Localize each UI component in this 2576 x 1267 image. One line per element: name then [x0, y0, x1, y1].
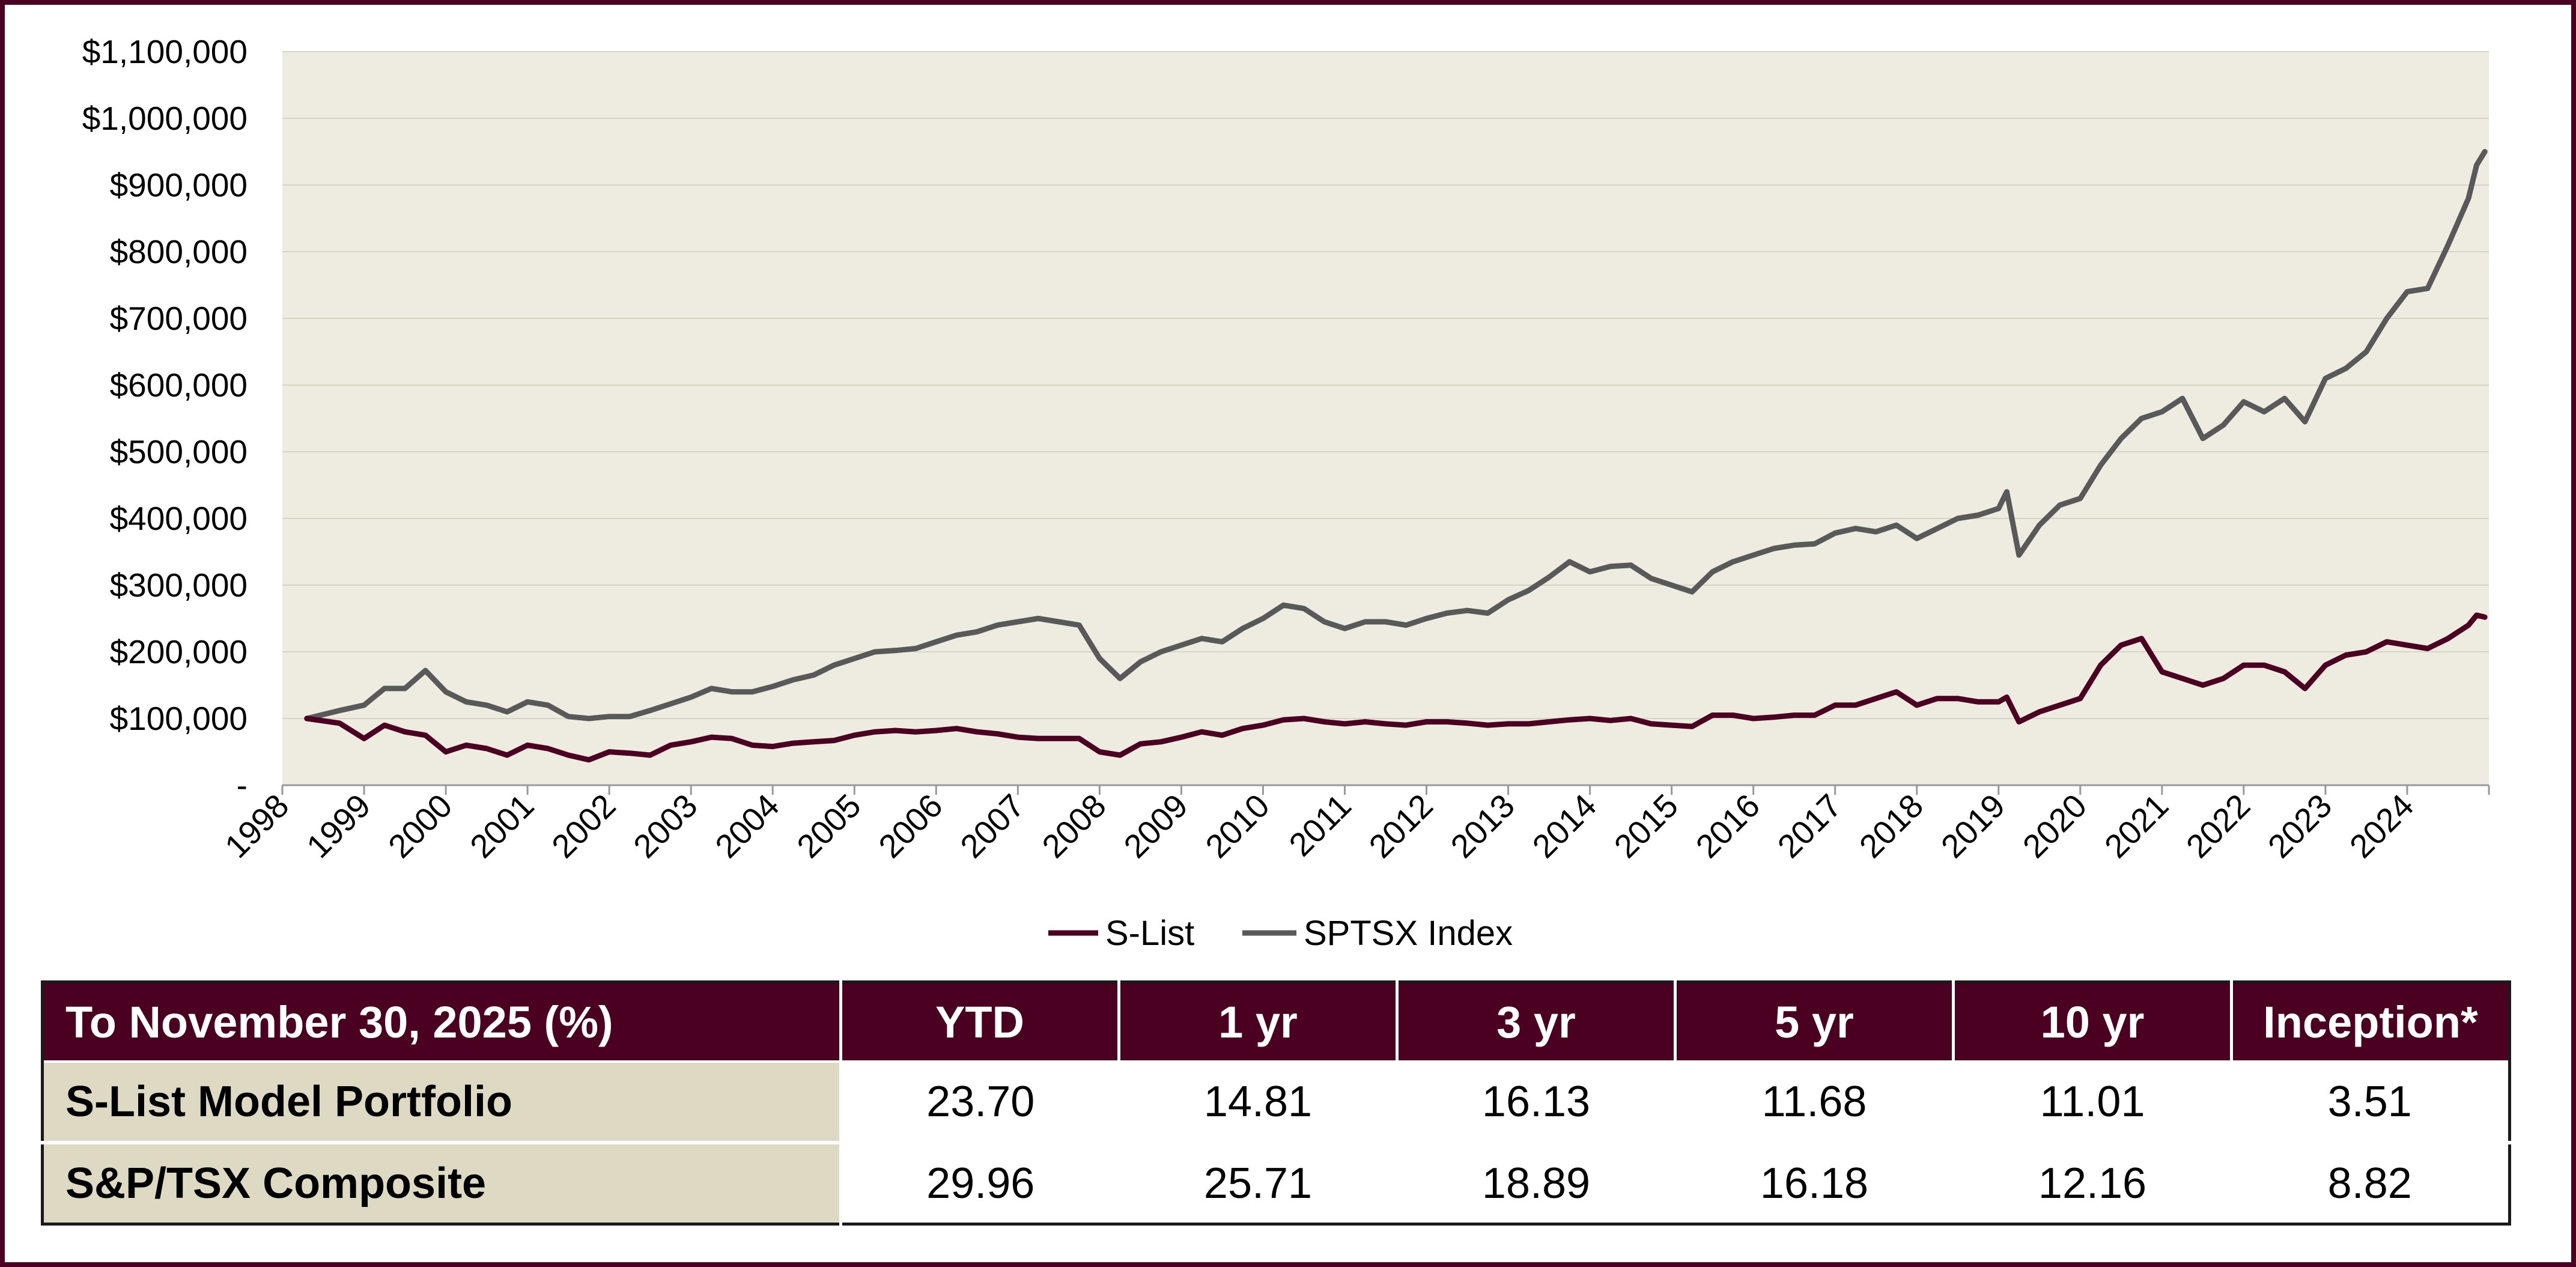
- x-tick-label: 2019: [1934, 787, 2012, 865]
- cell-value: 29.96: [840, 1141, 1119, 1224]
- table-row: S&P/TSX Composite 29.96 25.71 18.89 16.1…: [42, 1141, 2510, 1224]
- cell-value: 23.70: [840, 1060, 1119, 1143]
- y-tick-label: $400,000: [110, 500, 248, 537]
- table-header-10yr: 10 yr: [1952, 982, 2232, 1062]
- x-tick-label: 2001: [463, 787, 541, 865]
- cell-value: 11.68: [1675, 1060, 1954, 1143]
- cell-value: 25.71: [1119, 1141, 1397, 1224]
- cell-value: 11.01: [1953, 1060, 2232, 1143]
- x-tick-label: 2008: [1034, 787, 1113, 865]
- row-label: S&P/TSX Composite: [42, 1141, 842, 1224]
- gridlines: [282, 51, 2489, 719]
- y-tick-label: $1,100,000: [82, 33, 248, 70]
- x-tick-label: 2010: [1198, 787, 1277, 865]
- x-tick-label: 2002: [544, 787, 622, 865]
- x-tick-label: 2013: [1444, 787, 1522, 865]
- y-tick-label: $200,000: [110, 633, 248, 670]
- y-tick-label: -: [237, 767, 248, 804]
- series-lines: [304, 149, 2488, 763]
- table-row: S-List Model Portfolio 23.70 14.81 16.13…: [42, 1060, 2510, 1143]
- x-tick-label: 2003: [626, 787, 704, 865]
- x-tick-label: 2022: [2179, 787, 2257, 865]
- y-axis-ticks: - $100,000 $200,000 $300,000 $400,000 $500,00…: [82, 33, 248, 804]
- x-tick-label: 2015: [1607, 787, 1685, 865]
- cell-value: 3.51: [2231, 1060, 2510, 1143]
- x-tick-label: 2024: [2342, 787, 2420, 865]
- table-header-3yr: 3 yr: [1396, 982, 1675, 1062]
- cell-value: 18.89: [1397, 1141, 1675, 1224]
- performance-table: To November 30, 2025 (%) YTD 1 yr 3 yr 5…: [41, 980, 2511, 1226]
- x-tick-label: 2014: [1525, 787, 1603, 865]
- row-label: S-List Model Portfolio: [42, 1060, 842, 1143]
- y-tick-label: $300,000: [110, 567, 248, 604]
- x-tick-label: 2016: [1689, 787, 1767, 865]
- legend-label-sptsx: SPTSX Index: [1304, 914, 1513, 953]
- legend-label-s-list: S-List: [1105, 914, 1194, 953]
- y-tick-label: $900,000: [110, 166, 248, 204]
- x-tick-label: 2012: [1362, 787, 1440, 865]
- x-tick-label: 2005: [789, 787, 867, 865]
- x-tick-label: 2021: [2097, 787, 2175, 865]
- x-tick-label: 2000: [381, 787, 459, 865]
- series-line-sptsx: [304, 149, 2488, 722]
- x-tick-label: 2009: [1117, 787, 1195, 865]
- legend: S-List SPTSX Index: [1048, 914, 1513, 953]
- table-header-inception: Inception*: [2230, 982, 2510, 1062]
- series-line-s-list: [304, 612, 2488, 763]
- x-tick-label: 2006: [871, 787, 949, 865]
- y-tick-label: $600,000: [110, 366, 248, 404]
- table-header-period: To November 30, 2025 (%): [42, 982, 841, 1062]
- x-tick-label: 2017: [1770, 787, 1848, 865]
- table-header-1yr: 1 yr: [1117, 982, 1397, 1062]
- y-tick-label: $800,000: [110, 233, 248, 270]
- table-header-5yr: 5 yr: [1674, 982, 1954, 1062]
- y-tick-label: $500,000: [110, 433, 248, 470]
- cell-value: 16.18: [1675, 1141, 1954, 1224]
- x-tick-label: 1999: [299, 787, 377, 865]
- cell-value: 16.13: [1397, 1060, 1675, 1143]
- x-tick-label: 2007: [953, 787, 1031, 865]
- x-tick-label: 2011: [1281, 787, 1358, 863]
- plot-area: [282, 52, 2489, 785]
- y-tick-label: $700,000: [110, 300, 248, 337]
- y-tick-label: $1,000,000: [82, 100, 248, 137]
- x-tick-label: 2004: [708, 787, 786, 865]
- cell-value: 8.82: [2231, 1141, 2510, 1224]
- x-tick-label: 2023: [2261, 787, 2339, 865]
- table-header-ytd: YTD: [839, 982, 1119, 1062]
- y-tick-label: $100,000: [110, 700, 248, 737]
- line-chart: - $100,000 $200,000 $300,000 $400,000 $500,00…: [82, 33, 2490, 953]
- cell-value: 14.81: [1119, 1060, 1397, 1143]
- x-axis-ticks: 1998 1999 2000 2001 2002 2003 2004 2005 2006 2007…: [217, 785, 2490, 865]
- cell-value: 12.16: [1953, 1141, 2232, 1224]
- x-tick-label: 2020: [2016, 787, 2094, 865]
- x-tick-label: 2018: [1852, 787, 1930, 865]
- x-tick-label: 1998: [217, 787, 296, 865]
- table-header-row: To November 30, 2025 (%) YTD 1 yr 3 yr 5…: [42, 982, 2510, 1062]
